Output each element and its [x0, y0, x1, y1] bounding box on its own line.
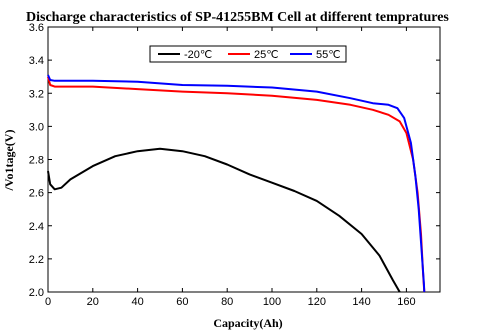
y-tick-label: 3.6: [29, 22, 44, 34]
y-tick-label: 2.6: [29, 188, 44, 200]
series-line-1: [47, 76, 426, 293]
legend: -20℃ 25℃ 55℃: [149, 45, 347, 63]
legend-label: 25℃: [254, 49, 279, 61]
series-lines: [47, 74, 426, 293]
x-tick-label: 80: [221, 296, 233, 308]
y-tick-label: 3.2: [29, 88, 44, 100]
series-line-0: [47, 147, 401, 293]
x-tick-label: 60: [176, 296, 188, 308]
y-tick-label: 3.0: [29, 121, 44, 133]
x-tick-label: 100: [263, 296, 281, 308]
x-tick-label: 160: [397, 296, 415, 308]
x-tick-label: 120: [308, 296, 326, 308]
x-tick-label: 40: [131, 296, 143, 308]
x-tick-label: 140: [352, 296, 370, 308]
series-line-2: [47, 74, 426, 293]
y-axis-ticks: 2.0 2.2 2.4 2.6 2.8 3.0 3.2 3.4 3.6: [29, 22, 440, 299]
legend-label: -20℃: [184, 49, 212, 61]
y-axis-label: /Vo1tage(V): [2, 130, 16, 192]
y-tick-label: 2.2: [29, 254, 44, 266]
x-tick-label: 20: [87, 296, 99, 308]
y-tick-label: 2.4: [29, 221, 44, 233]
y-tick-label: 3.4: [29, 55, 44, 67]
x-axis-ticks: 0 20 40 60 80 100 120 140 160: [45, 27, 416, 308]
y-tick-label: 2.0: [29, 287, 44, 299]
chart-title: Discharge characteristics of SP-41255BM …: [26, 10, 449, 25]
x-axis-label: Capacity(Ah): [213, 316, 282, 330]
legend-label: 55℃: [316, 49, 341, 61]
y-tick-label: 2.8: [29, 155, 44, 167]
x-tick-label: 0: [45, 296, 51, 308]
